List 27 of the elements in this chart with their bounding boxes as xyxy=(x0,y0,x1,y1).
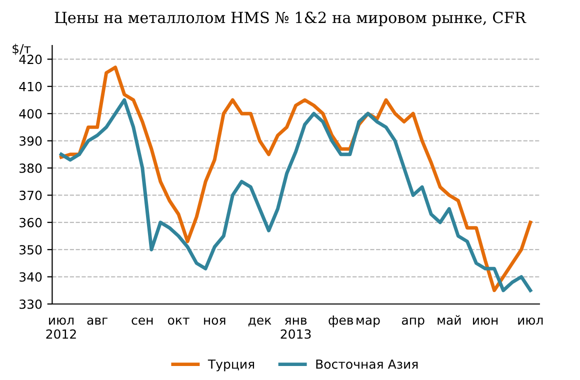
y-tick-label: 370 xyxy=(20,190,42,200)
legend-label: Турция xyxy=(208,360,254,372)
x-tick-label: июл 2012 xyxy=(46,318,76,339)
x-tick-label: дек xyxy=(248,318,272,326)
legend-label: Восточная Азия xyxy=(316,360,418,369)
x-tick-label: июл xyxy=(518,318,543,325)
x-tick-label: ноя xyxy=(204,318,226,325)
y-tick-label: 330 xyxy=(20,299,42,309)
y-axis-title: $/т xyxy=(12,44,31,56)
y-tick-label: 400 xyxy=(19,109,42,119)
x-tick-label: фев xyxy=(328,315,354,328)
y-tick-label: 380 xyxy=(20,163,42,173)
x-tick-label: янв 2013 xyxy=(280,318,311,339)
x-tick-label: июн xyxy=(472,318,498,325)
x-tick-label: сен xyxy=(132,318,153,325)
chart-title: Цены на металлолом HMS № 1&2 на мировом рынке, CFR xyxy=(54,12,526,26)
x-tick-label: мар xyxy=(356,318,380,328)
x-tick-label: апр xyxy=(402,318,424,328)
y-tick-label: 350 xyxy=(20,245,42,255)
y-tick-label: 410 xyxy=(19,82,42,92)
y-tick-label: 360 xyxy=(20,218,42,228)
x-tick-label: май xyxy=(438,315,461,325)
y-tick-label: 420 xyxy=(19,54,42,64)
y-tick-label: 390 xyxy=(20,136,42,146)
y-tick-label: 340 xyxy=(20,272,42,282)
x-tick-label: окт xyxy=(168,318,190,325)
x-tick-label: авг xyxy=(87,318,108,325)
